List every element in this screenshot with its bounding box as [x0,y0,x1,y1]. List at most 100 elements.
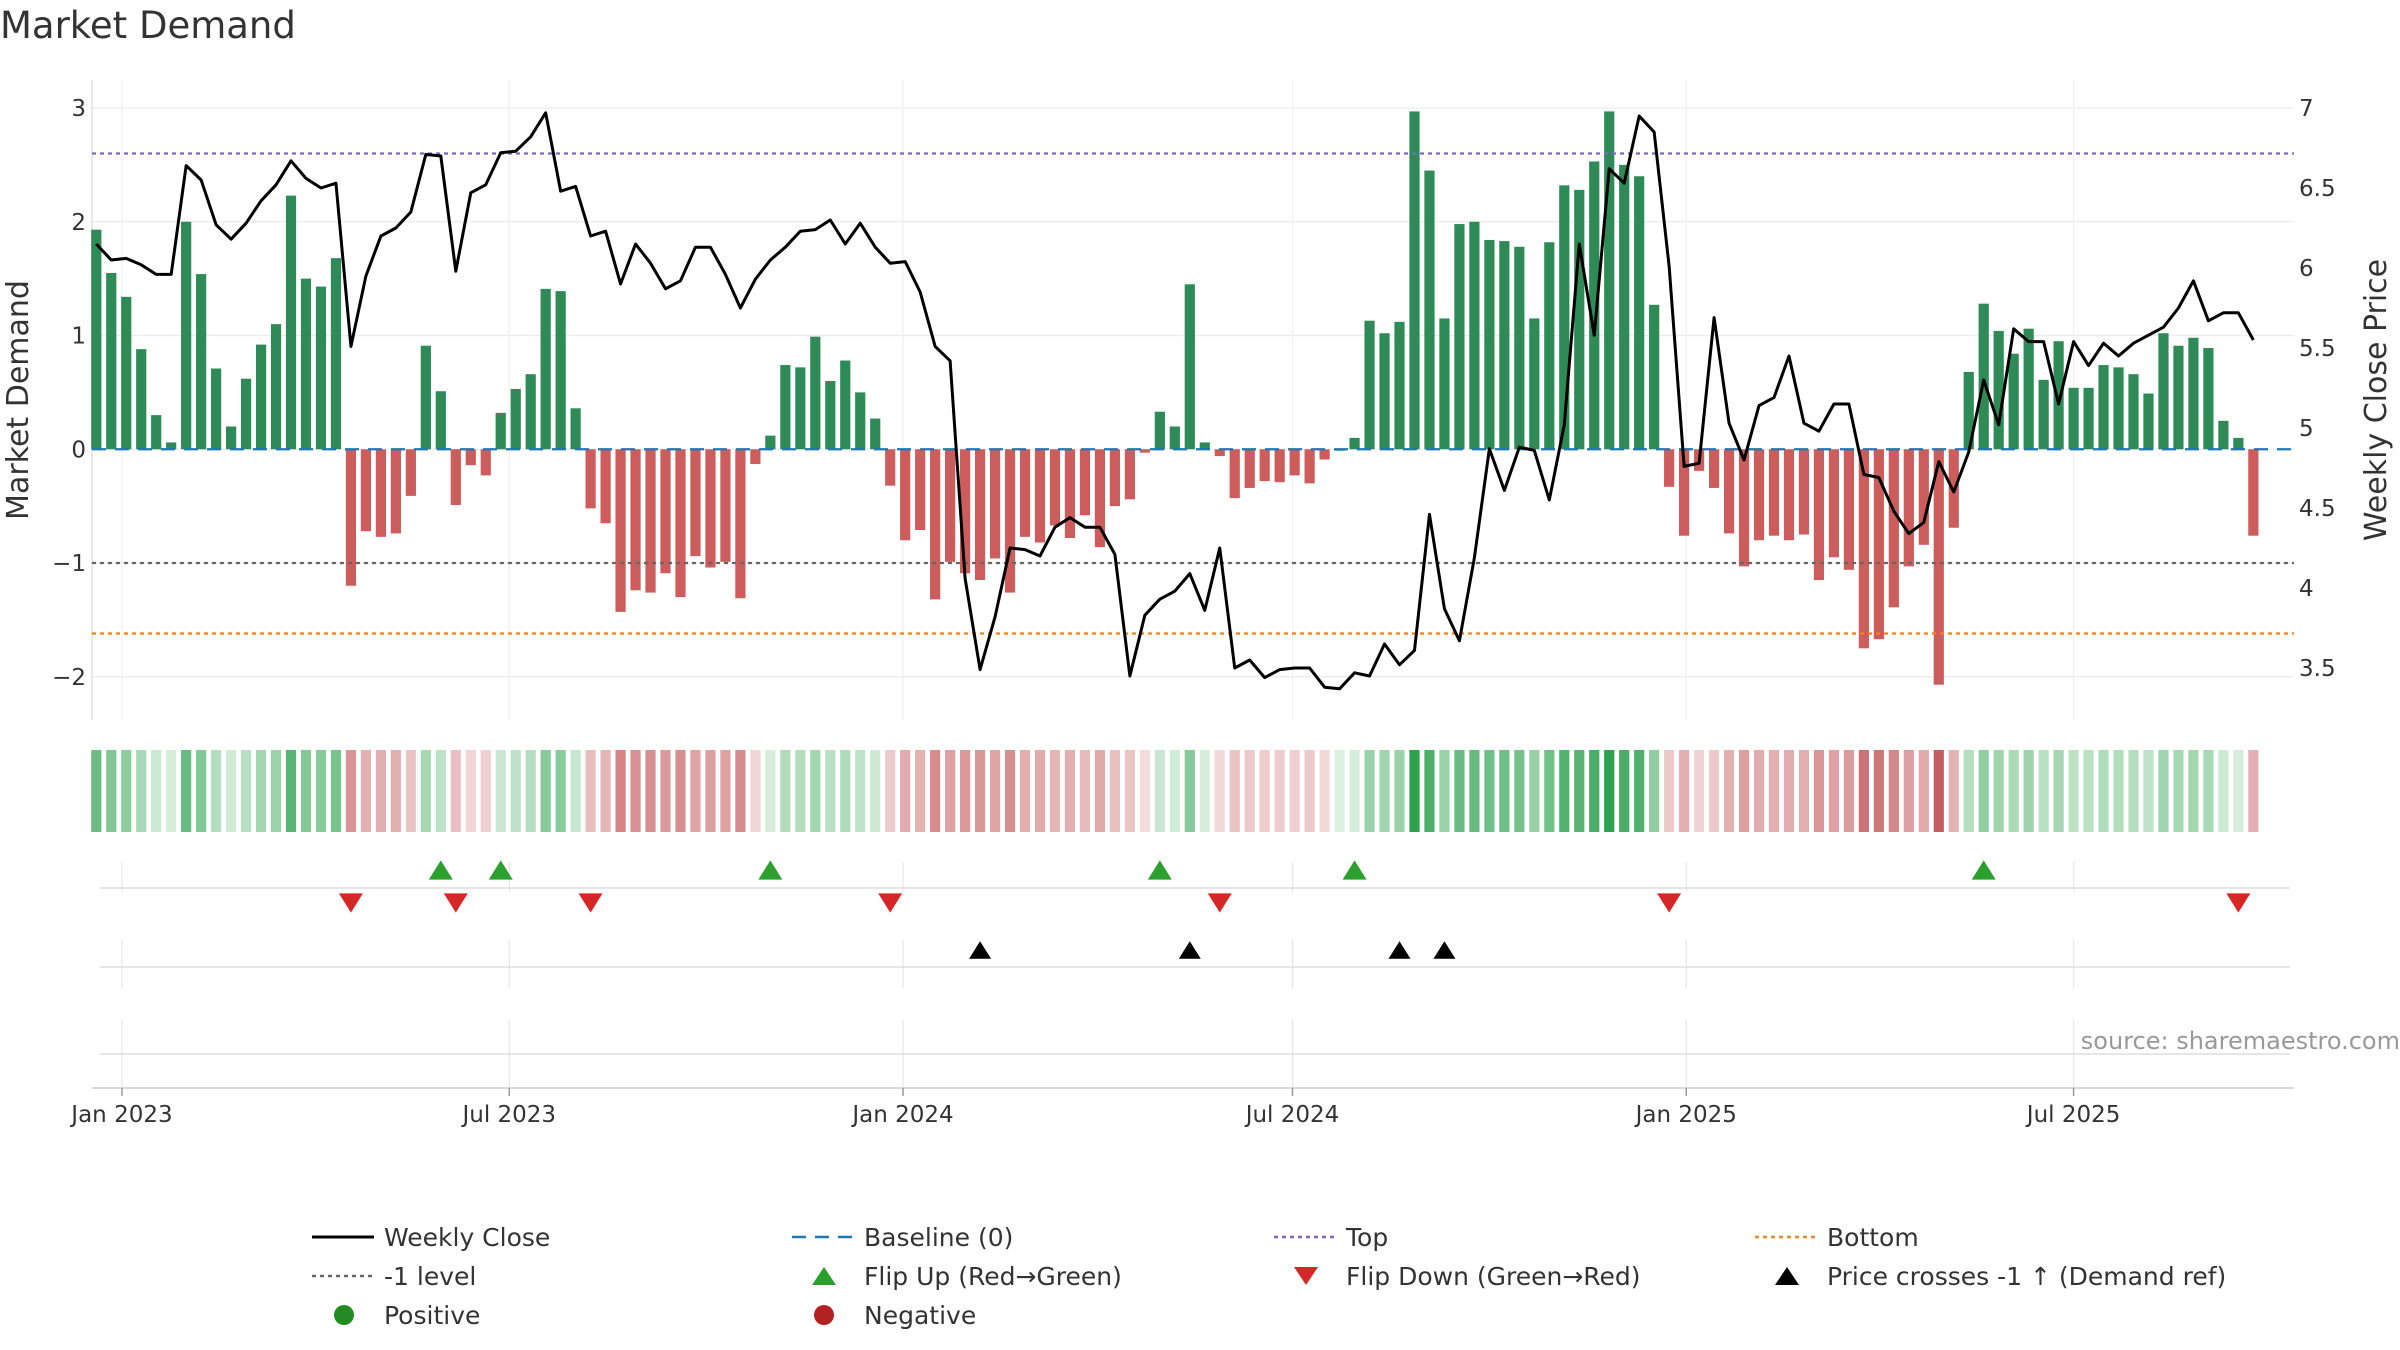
demand-bar [2053,341,2064,450]
demand-bar [2113,367,2124,450]
heat-cell [1619,750,1630,832]
legend-label: -1 level [384,1262,476,1291]
price-line-layer [95,111,2255,691]
demand-bar [1544,242,1555,450]
demand-bar [1154,411,1165,450]
heat-cell [960,750,971,832]
flip-down-marker [578,893,603,913]
demand-bar [825,381,836,450]
heat-cell [1094,750,1106,832]
heat-cell [166,750,177,832]
heat-cell [1229,750,1240,832]
heat-cell [1019,750,1031,832]
heat-cell [750,750,761,832]
heat-cell [855,750,866,832]
demand-bar [510,388,521,450]
heat-cell [810,750,821,832]
demand-bar [1199,442,1210,450]
price-cross-marker [1388,941,1411,959]
demand-bar [989,449,1001,559]
demand-bar [2188,337,2199,450]
heat-cell [300,750,312,832]
heat-cell [630,750,641,832]
heat-cell [1124,750,1135,832]
demand-bar [345,449,357,586]
demand-bar [1514,246,1525,450]
demand-bar [1469,221,1480,450]
legend-item: -1 level [312,1262,476,1291]
demand-bar [2218,420,2229,450]
demand-bar [585,449,596,509]
heat-cell [900,750,911,832]
heat-cell [870,750,881,832]
heat-cell [91,750,102,832]
demand-bar [1649,304,1660,450]
demand-bar [900,449,911,541]
demand-bar [1454,224,1465,450]
heat-cell [1679,750,1690,832]
heat-cell [1903,750,1914,832]
legend-label: Bottom [1827,1223,1919,1252]
heat-cell [840,750,851,832]
price-cross-marker [969,941,992,959]
demand-bar [2083,387,2094,450]
demand-bar [1484,239,1495,450]
weekly-close-line [95,111,2255,691]
demand-bar [735,449,746,599]
heat-cell [196,750,207,832]
heat-cell [435,750,446,832]
heat-cell [1798,750,1810,832]
heat-cell [675,750,686,832]
flip-down-marker [2226,893,2251,913]
demand-bar [1019,449,1031,537]
demand-bar [1364,320,1375,450]
demand-bar [1304,449,1315,484]
demand-bar [840,360,851,450]
demand-bar [960,449,971,574]
demand-bar [1589,161,1600,450]
demand-bar [181,221,192,450]
legend-label: Weekly Close [384,1223,550,1252]
heat-cell [2203,750,2214,832]
heat-cell [555,750,566,832]
demand-bar [106,272,117,450]
heat-cell [1514,750,1525,832]
demand-bar [2023,328,2034,450]
demand-bar [1993,330,2004,450]
demand-bar [315,286,327,450]
demand-bar [1604,111,1615,450]
heat-cell [1199,750,1210,832]
demand-bar [435,391,446,450]
demand-bar [1619,164,1630,450]
demand-bar [480,449,491,476]
heat-cell [405,750,416,832]
demand-bar [1738,449,1750,567]
heat-cell [2083,750,2094,832]
demand-bar [1978,303,1989,450]
demand-bar [405,449,416,496]
heat-cell [1334,750,1345,832]
heat-cell [1289,750,1300,832]
demand-bar [1783,449,1795,541]
demand-bar [1918,449,1929,545]
demand-bar [600,449,611,524]
demand-bar [675,449,686,598]
heat-cell [211,750,222,832]
demand-heat-strip [91,750,2259,832]
y-tick-label: 1 [71,324,86,350]
demand-bar [1768,449,1780,536]
heat-cell [915,750,926,832]
y2-tick-label: 3.5 [2299,656,2336,682]
heat-cell [1499,750,1510,832]
demand-bars [91,111,2259,685]
heat-cell [1379,750,1390,832]
demand-bar [1723,449,1735,534]
x-tick-label: Jan 2023 [69,1102,172,1128]
event-marker-rows [100,860,2290,1055]
y-tick-label: 2 [71,210,86,236]
demand-bar [810,336,821,450]
demand-bar [1244,449,1255,488]
heat-cell [1918,750,1929,832]
heat-cell [240,750,252,832]
price-cross-marker [1178,941,1201,959]
